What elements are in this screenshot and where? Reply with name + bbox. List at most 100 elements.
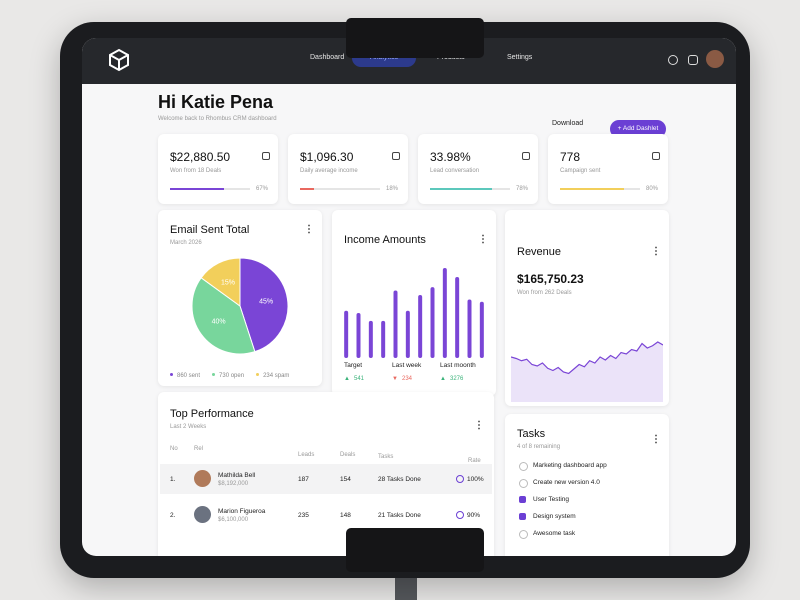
legend-dot [212,373,216,376]
stat-icon [392,152,400,160]
card-subtitle: Won from 262 Deals [517,290,572,296]
checkbox[interactable] [519,479,528,488]
greeting: Hi Katie Pena [158,92,274,112]
icon-notify[interactable] [688,55,698,65]
progress-fill [430,188,493,190]
area-line [511,341,663,375]
logo [109,48,129,72]
progress-fill [560,188,624,190]
legend-dot [170,373,173,376]
checkbox[interactable] [519,530,528,539]
legend-value: 541 [354,376,365,382]
bar-chart [344,268,484,358]
card-subtitle: 4 of 8 remaining [517,444,561,450]
stat-card: $22,880.50 Won from 18 Deals 67% [158,134,278,204]
stat-card: 778 Campaign sent 80% [548,134,668,204]
legend-label: 730 open [219,373,245,379]
card-title: Tasks [517,428,546,440]
performance-card: Top Performance Last 2 Weeks ⋮ No Rel Le… [158,392,494,556]
menu[interactable]: ⋮ [478,234,488,245]
income-card: Income Amounts ⋮ Target ▲ 541 Last week ▼ 234… [332,210,496,396]
progress-label: 18% [386,186,399,192]
clamp-bottom [346,528,484,572]
table-row [160,500,492,530]
bar [467,299,472,358]
trend-arrow: ▼ [392,376,398,382]
column-header: Rel [194,446,204,452]
nav-item[interactable]: Settings [507,54,533,61]
checkbox[interactable] [519,462,528,471]
trend-arrow: ▲ [440,376,446,382]
stat-label: Daily average income [300,168,358,174]
legend-name: Last moonth [440,362,476,369]
legend-label: 860 sent [177,373,201,379]
pie-chart: 45% 40% 15% [191,257,289,355]
progress-label: 78% [516,186,529,192]
column-header: Leads [298,452,315,458]
row-name: Mathilda Bell [218,472,256,479]
email-card: Email Sent Total March 2026 ⋮ 45% 40% 15% … [158,210,322,386]
tasks-card: Tasks 4 of 8 remaining ⋮ Marketing dashb… [505,414,669,556]
avatar[interactable] [706,50,724,68]
card-title: Top Performance [170,408,254,420]
row-tasks: 21 Tasks Done [378,512,421,519]
card-title: Income Amounts [344,234,426,246]
stat-label: Campaign sent [560,168,601,174]
bar [344,310,349,358]
task-label: User Testing [533,496,570,503]
column-header: Tasks [378,454,394,460]
menu[interactable]: ⋮ [651,246,661,257]
row-rate: 100% [467,476,484,483]
card-subtitle: March 2026 [170,240,202,246]
task-label: Create new version 4.0 [533,479,600,486]
menu[interactable]: ⋮ [474,420,484,431]
row-name: Marion Figueroa [218,508,266,515]
row-amount: $6,100,000 [218,517,249,523]
stat-icon [522,152,530,160]
bar [430,287,435,358]
progress-fill [300,188,315,190]
nav-item[interactable]: Dashboard [310,54,345,61]
bar [356,313,361,358]
icon-theme[interactable] [668,55,678,65]
stat-card: 33.98% Lead conversation 78% [418,134,538,204]
rate-ring [456,475,464,483]
slice-label: 45% [259,299,273,306]
stat-value: 778 [560,150,581,164]
revenue-card: Revenue ⋮ $165,750.23 Won from 262 Deals [505,210,669,406]
column-header: No [170,446,178,452]
legend-label: 234 spam [263,373,290,379]
row-leads: 187 [298,476,309,483]
legend: Target ▲ 541 Last week ▼ 234 Last moonth ▲ 3276 [344,362,494,390]
trend-arrow: ▲ [344,376,350,382]
progress-track [300,188,380,190]
row-amount: $8,192,000 [218,481,249,487]
stat-value: $22,880.50 [170,150,231,164]
bar [418,295,423,358]
bar [405,310,410,358]
bar [479,301,484,358]
row-rate: 90% [467,512,481,519]
checkbox-checked[interactable] [519,496,526,503]
menu[interactable]: ⋮ [651,434,661,445]
legend-value: 234 [402,376,413,382]
row-tasks: 28 Tasks Done [378,476,421,483]
bar [455,277,460,358]
add-dashlet-button[interactable]: + Add Dashlet [610,120,666,138]
legend-name: Last week [392,362,422,369]
legend-name: Target [344,362,363,369]
legend: 860 sent 730 open 234 spam [170,364,320,379]
download-button[interactable]: Download [552,120,584,127]
card-subtitle: Last 2 Weeks [170,424,207,430]
menu[interactable]: ⋮ [304,224,314,235]
stat-value: $1,096.30 [300,150,354,164]
slice-label: 15% [221,279,235,286]
checkbox-checked[interactable] [519,513,526,520]
bar [381,320,386,358]
stat-label: Won from 18 Deals [170,168,222,174]
progress-label: 80% [646,186,659,192]
stat-card: $1,096.30 Daily average income 18% [288,134,408,204]
card-title: Revenue [517,246,562,258]
progress-fill [170,188,224,190]
